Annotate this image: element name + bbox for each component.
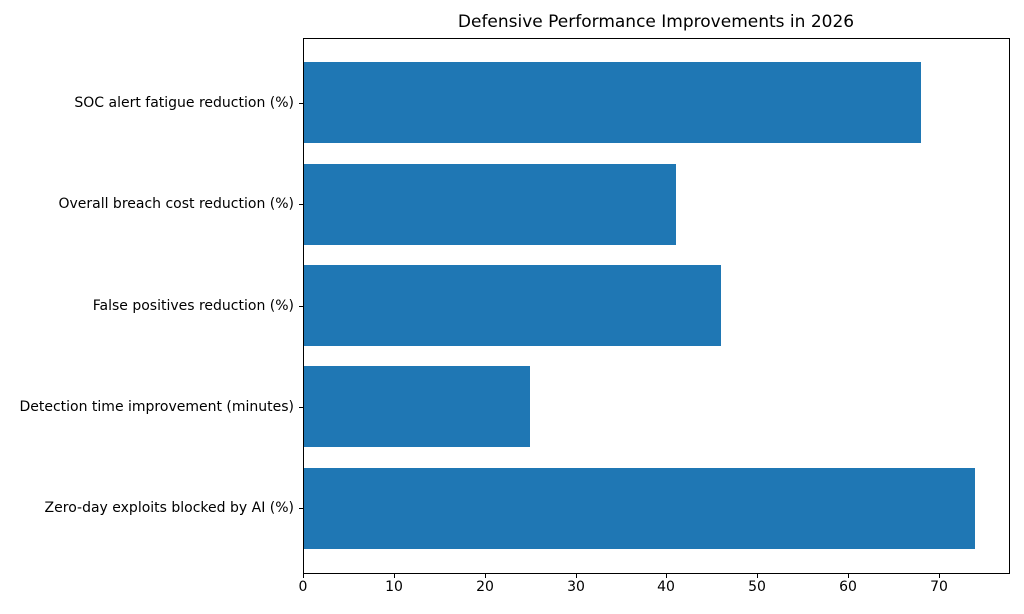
x-tick-mark	[757, 574, 758, 578]
y-tick-mark	[299, 306, 303, 307]
x-tick-label: 0	[298, 579, 308, 595]
y-tick-label: SOC alert fatigue reduction (%)	[74, 95, 294, 111]
x-tick-mark	[485, 574, 486, 578]
y-tick-mark	[299, 508, 303, 509]
bar	[303, 366, 530, 447]
bar	[303, 62, 921, 143]
y-tick-label: Detection time improvement (minutes)	[19, 399, 294, 415]
y-tick-label: Zero-day exploits blocked by AI (%)	[44, 500, 294, 516]
y-tick-mark	[299, 103, 303, 104]
x-tick-label: 70	[930, 579, 948, 595]
x-tick-label: 10	[385, 579, 403, 595]
y-tick-mark	[299, 204, 303, 205]
x-tick-label: 30	[567, 579, 585, 595]
x-tick-label: 20	[476, 579, 494, 595]
x-tick-mark	[939, 574, 940, 578]
x-tick-label: 60	[839, 579, 857, 595]
x-tick-mark	[666, 574, 667, 578]
y-tick-label: Overall breach cost reduction (%)	[58, 196, 294, 212]
bar	[303, 164, 676, 245]
x-tick-label: 40	[657, 579, 675, 595]
x-tick-mark	[576, 574, 577, 578]
x-tick-mark	[848, 574, 849, 578]
y-tick-label: False positives reduction (%)	[92, 298, 294, 314]
x-tick-mark	[303, 574, 304, 578]
x-tick-mark	[394, 574, 395, 578]
bar	[303, 468, 975, 549]
x-tick-label: 50	[748, 579, 766, 595]
chart-title: Defensive Performance Improvements in 20…	[457, 12, 855, 32]
y-tick-mark	[299, 407, 303, 408]
bar	[303, 265, 721, 346]
